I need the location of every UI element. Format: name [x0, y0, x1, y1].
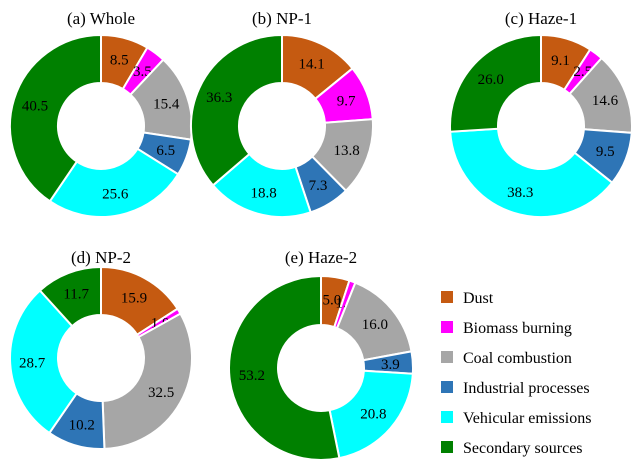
legend-item-industrial-processes: Industrial processes — [441, 380, 590, 397]
donut-panel-2: (b) NP-1 14.1 9.7 13.8 7.3 18.8 36.3 — [190, 9, 374, 218]
slice-value-label: 11.7 — [63, 287, 89, 303]
legend-swatch — [441, 291, 453, 303]
slice-secondary-sources — [9, 33, 102, 203]
slice-value-label: 9.5 — [596, 144, 615, 160]
slice-value-label: 18.8 — [250, 185, 276, 201]
slice-value-label: 7.3 — [309, 178, 328, 194]
slice-value-label: 32.5 — [148, 385, 174, 401]
legend-swatch — [441, 441, 453, 453]
panel-title: (e) Haze-2 — [285, 248, 357, 267]
slice-value-label: 28.7 — [19, 356, 46, 372]
slice-value-label: 14.6 — [592, 93, 619, 109]
slice-value-label: 26.0 — [478, 72, 504, 88]
legend-label: Coal combustion — [463, 350, 572, 367]
slice-secondary-sources — [38, 265, 102, 328]
legend-item-coal-combustion: Coal combustion — [441, 350, 572, 367]
slice-coal-combustion — [101, 312, 193, 450]
slice-vehicular-emissions — [9, 289, 78, 435]
slice-value-label: 13.8 — [333, 143, 359, 159]
donut-panel-5: (e) Haze-25.01.116.03.920.853.2 — [228, 248, 414, 461]
donut-panel-4: (d) NP-215.91.032.510.228.711.7 — [9, 248, 193, 450]
panel-title: (a) Whole — [67, 9, 135, 28]
slice-value-label: 15.4 — [153, 96, 180, 112]
slice-secondary-sources — [449, 33, 542, 133]
slice-value-label: 20.8 — [360, 407, 386, 423]
panel-title: (c) Haze-1 — [505, 9, 577, 28]
slice-vehicular-emissions — [48, 147, 180, 218]
legend-item-biomass-burning: Biomass burning — [441, 320, 572, 337]
panel-title: (b) NP-1 — [252, 9, 312, 28]
slice-value-label: 25.6 — [102, 187, 129, 203]
slice-value-label: 8.5 — [110, 52, 129, 68]
legend-label: Secondary sources — [463, 440, 583, 457]
slice-value-label: 14.1 — [298, 57, 324, 73]
slice-secondary-sources — [228, 274, 341, 461]
legend-swatch — [441, 411, 453, 423]
slice-value-label: 36.3 — [206, 90, 232, 106]
legend-swatch — [441, 351, 453, 363]
slice-value-label: 10.2 — [69, 417, 95, 433]
slice-value-label: 9.7 — [337, 93, 356, 109]
legend-label: Industrial processes — [463, 380, 590, 397]
slice-vehicular-emissions — [328, 369, 414, 460]
slice-value-label: 40.5 — [22, 99, 48, 115]
slice-value-label: 6.5 — [156, 143, 175, 159]
legend: Dust Biomass burning Coal combustion Indust… — [441, 290, 591, 457]
legend-item-vehicular-emissions: Vehicular emissions — [441, 410, 591, 427]
slice-secondary-sources — [190, 33, 283, 187]
slice-value-label: 5.0 — [322, 292, 341, 308]
donut-panel-3: (c) Haze-19.12.514.69.538.326.0 — [449, 9, 633, 218]
legend-item-secondary-sources: Secondary sources — [441, 440, 583, 457]
panel-title: (d) NP-2 — [71, 248, 131, 267]
legend-label: Vehicular emissions — [463, 410, 591, 427]
legend-label: Dust — [463, 290, 494, 307]
slice-value-label: 38.3 — [507, 185, 533, 201]
slice-value-label: 53.2 — [239, 368, 265, 384]
slice-value-label: 9.1 — [551, 53, 570, 69]
slice-value-label: 15.9 — [121, 290, 147, 306]
slice-value-label: 3.9 — [381, 357, 400, 373]
legend-item-dust: Dust — [441, 290, 494, 307]
slice-vehicular-emissions — [449, 127, 614, 218]
legend-swatch — [441, 381, 453, 393]
slice-value-label: 16.0 — [362, 317, 388, 333]
legend-label: Biomass burning — [463, 320, 572, 337]
legend-swatch — [441, 321, 453, 333]
